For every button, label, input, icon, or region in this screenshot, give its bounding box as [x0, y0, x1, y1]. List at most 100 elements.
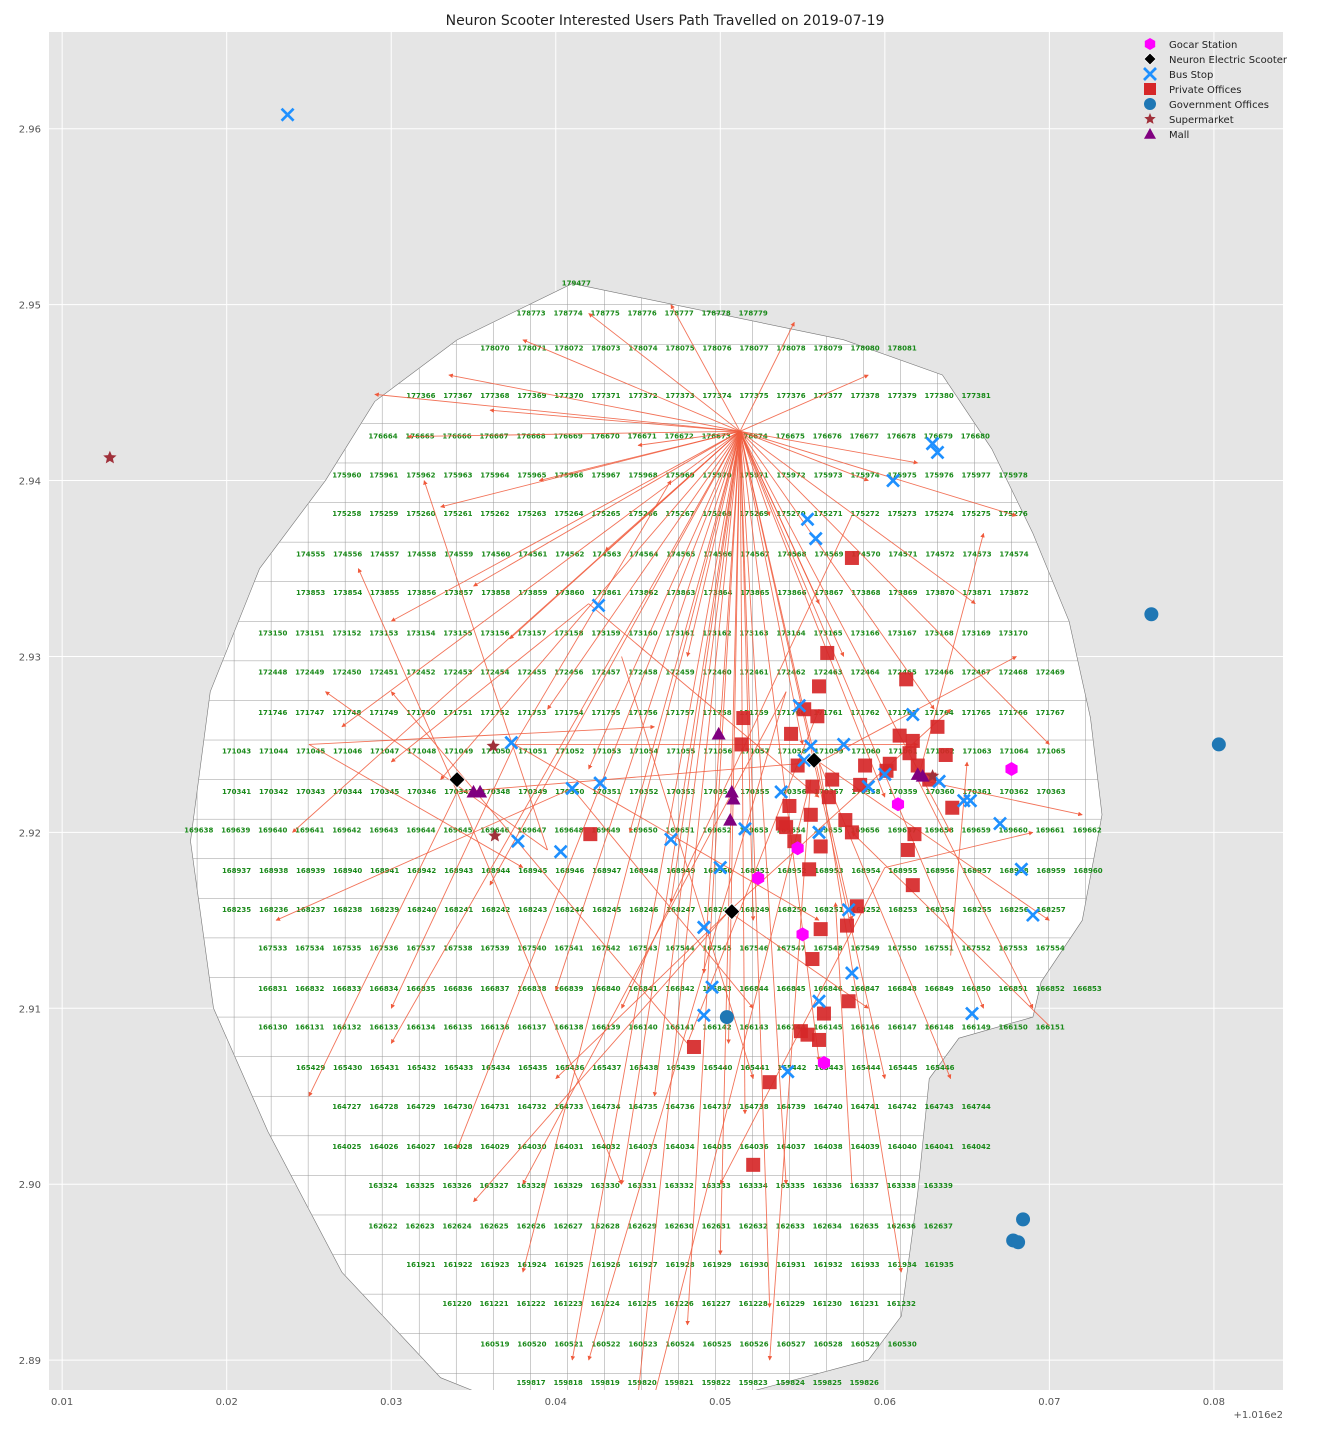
- legend-hexagon-icon: [1144, 38, 1156, 50]
- cell-id-label: 165439: [666, 1064, 695, 1072]
- cell-id-label: 164743: [925, 1103, 954, 1111]
- cell-id-label: 168248: [703, 906, 732, 914]
- path-segment: [341, 430, 741, 728]
- cell-id-label: 171767: [1036, 709, 1065, 717]
- cell-id-label: 166834: [369, 985, 398, 993]
- cell-id-label: 174571: [888, 550, 917, 558]
- cell-id-label: 170354: [703, 788, 732, 796]
- cell-id-label: 165441: [740, 1064, 769, 1072]
- cell-id-label: 174574: [999, 550, 1028, 558]
- cell-id-label: 165444: [851, 1064, 880, 1072]
- cell-id-label: 173162: [702, 630, 731, 638]
- cell-id-label: 164735: [628, 1103, 657, 1111]
- cell-id-label: 171754: [554, 709, 583, 717]
- scooter-marker: [723, 902, 741, 921]
- path-segment: [457, 760, 820, 793]
- cell-id-label: 171046: [333, 747, 362, 755]
- path-segment: [917, 779, 1034, 1009]
- scooter-marker: [448, 771, 466, 789]
- government-office-marker: [1211, 737, 1226, 752]
- private-office-marker: [782, 798, 797, 813]
- cell-id-label: 159820: [628, 1379, 657, 1387]
- cell-id-label: 166848: [887, 985, 916, 993]
- cell-id-label: 170360: [925, 788, 954, 796]
- cell-id-label: 165429: [296, 1064, 325, 1072]
- cell-id-label: 161929: [702, 1261, 731, 1269]
- cell-id-label: 159118: [591, 1418, 620, 1426]
- cell-id-label: 174558: [407, 550, 436, 558]
- private-office-marker: [938, 747, 953, 762]
- cell-id-label: 178779: [739, 309, 768, 317]
- cell-id-label: 159121: [702, 1418, 731, 1426]
- cell-id-label: 170362: [999, 788, 1028, 796]
- cell-id-label: 175260: [406, 510, 435, 518]
- cell-id-label: 166145: [813, 1024, 842, 1032]
- cell-id-label: 173152: [332, 630, 361, 638]
- cell-id-label: 161229: [776, 1300, 805, 1308]
- cell-id-label: 167546: [739, 944, 768, 952]
- x-tick-label: 0.04: [545, 1397, 567, 1408]
- cell-id-label: 163332: [665, 1182, 694, 1190]
- cell-id-label: 174573: [962, 550, 991, 558]
- cell-id-label: 166853: [1073, 985, 1102, 993]
- private-office-marker: [844, 550, 859, 565]
- cell-id-label: 168252: [851, 906, 880, 914]
- cell-id-label: 173158: [554, 630, 583, 638]
- cell-id-label: 160525: [702, 1340, 731, 1348]
- cell-id-label: 163329: [553, 1182, 582, 1190]
- cell-id-label: 175269: [739, 510, 768, 518]
- cell-id-label: 161927: [628, 1261, 657, 1269]
- cell-id-label: 177367: [443, 392, 472, 400]
- cell-id-label: 178074: [628, 345, 657, 353]
- supermarket-marker: [103, 450, 117, 464]
- cell-id-label: 163328: [516, 1182, 545, 1190]
- cell-id-label: 175968: [628, 471, 657, 479]
- cell-id-label: 178777: [665, 309, 694, 317]
- cell-id-label: 164741: [850, 1103, 879, 1111]
- cell-id-label: 171054: [629, 747, 658, 755]
- cell-id-label: 176678: [887, 433, 916, 441]
- private-office-marker: [583, 827, 598, 842]
- cell-id-label: 166136: [480, 1024, 509, 1032]
- x-tick-label: 0.07: [1038, 1397, 1060, 1408]
- cell-id-label: 161921: [406, 1261, 435, 1269]
- gocar-station-marker-group: [752, 762, 1018, 1070]
- cell-id-label: 173165: [813, 630, 842, 638]
- cell-id-label: 173855: [370, 589, 399, 597]
- cell-id-label: 164031: [554, 1143, 583, 1151]
- cell-id-label: 174557: [370, 550, 399, 558]
- cell-id-label: 159824: [776, 1379, 805, 1387]
- cell-id-label: 178070: [480, 345, 509, 353]
- bus-stop-marker: [861, 779, 876, 794]
- private-office-marker: [899, 672, 914, 687]
- cell-id-label: 164733: [554, 1103, 583, 1111]
- path-segment: [571, 788, 754, 1009]
- cell-id-label: 167534: [295, 944, 324, 952]
- path-segment: [739, 431, 820, 605]
- cell-id-label: 167553: [999, 944, 1028, 952]
- path-segment: [669, 431, 741, 904]
- cell-id-label: 175973: [813, 471, 842, 479]
- cell-id-label: 165432: [407, 1064, 436, 1072]
- cell-id-label: 173163: [739, 630, 768, 638]
- cell-id-label: 165437: [592, 1064, 621, 1072]
- cell-id-label: 169660: [999, 827, 1028, 835]
- cell-id-label: 162624: [442, 1222, 471, 1230]
- path-segment: [292, 430, 741, 833]
- cell-id-label: 170345: [370, 788, 399, 796]
- cell-id-label: 173169: [962, 630, 991, 638]
- private-office-marker: [907, 827, 922, 842]
- gocar-station-marker: [817, 1055, 831, 1070]
- cell-id-label: 170363: [1036, 788, 1065, 796]
- path-segment: [587, 691, 787, 1361]
- cell-id-label: 171053: [592, 747, 621, 755]
- cell-id-label: 169639: [221, 827, 250, 835]
- cell-id-label: 175960: [332, 471, 361, 479]
- cell-id-label: 175974: [850, 471, 879, 479]
- bus-stop-marker: [808, 531, 823, 546]
- cell-id-label: 175961: [369, 471, 398, 479]
- cell-id-label: 167540: [517, 944, 546, 952]
- cell-id-label: 170352: [629, 788, 658, 796]
- cell-id-label: 171763: [887, 709, 916, 717]
- cell-id-label: 169661: [1036, 827, 1065, 835]
